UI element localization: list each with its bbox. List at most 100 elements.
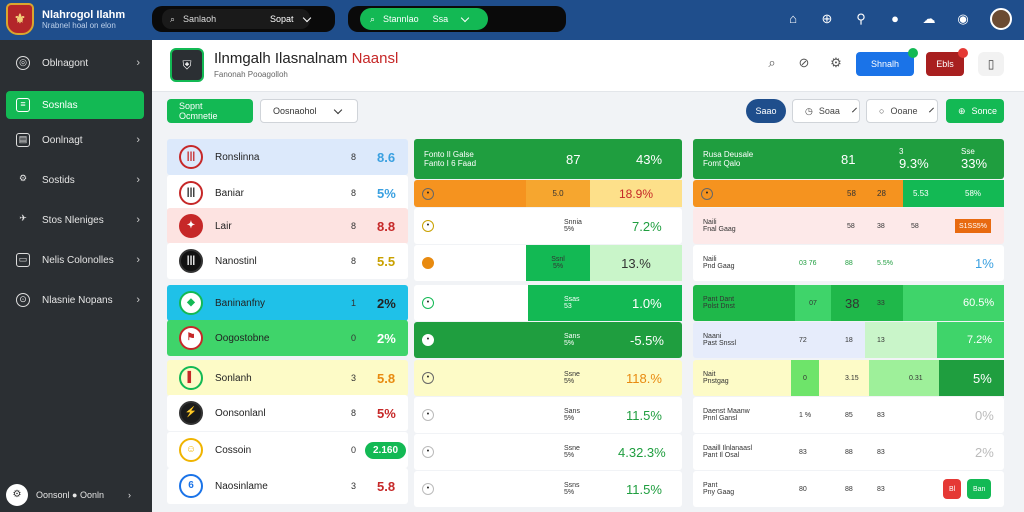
- alert-button[interactable]: Ebls: [926, 48, 968, 76]
- team-badge-icon: ⚡: [179, 401, 203, 425]
- chevron-down-icon: [851, 107, 857, 112]
- team-badge-icon: ☺: [179, 438, 203, 462]
- table-row[interactable]: Pant Dant Polst Dnst 07 38 33 60.5%: [693, 285, 1004, 321]
- search-icon[interactable]: ⌕: [768, 55, 776, 70]
- view-button[interactable]: Saao: [746, 99, 786, 123]
- info-icon[interactable]: ◉: [957, 11, 969, 26]
- search-icon: ⌕: [170, 13, 176, 24]
- list-item[interactable]: ⚑ Oogostobne 0 2%: [167, 320, 408, 356]
- team-badge-icon: |||: [179, 145, 203, 169]
- sidebar-item-target[interactable]: ⊙ Nlasnie Nopans ›: [6, 286, 144, 314]
- zoom-icon[interactable]: ⊘: [798, 55, 810, 70]
- list-item[interactable]: ◆ Baninanfny 1 2%: [167, 285, 408, 321]
- help-icon[interactable]: ⚲: [856, 11, 866, 26]
- table-row[interactable]: • Ssns 5% 11.5%: [414, 471, 682, 507]
- tag-green[interactable]: Ban: [967, 479, 992, 499]
- filter-pill: ⌕ Stannlao Ssa: [348, 6, 566, 32]
- filter-button[interactable]: Sopnt Ocmnetie: [167, 99, 253, 123]
- table-row[interactable]: Naili Pnd Gaag 03 76 88 5.5% 1%: [693, 245, 1004, 281]
- table-row[interactable]: • Ssas 53 1.0%: [414, 285, 682, 321]
- range-dropdown[interactable]: ○ Ooane: [866, 99, 938, 123]
- ball-icon: •: [422, 187, 434, 200]
- main: ⛨ Ilnmgalh Ilasnalnam Naansl Fanonah Poo…: [152, 40, 1024, 512]
- table-row[interactable]: • Sans 5% 11.5%: [414, 397, 682, 433]
- phone-icon[interactable]: ▯: [978, 52, 1004, 76]
- chevron-down-icon: [460, 13, 470, 22]
- page-header: ⛨ Ilnmgalh Ilasnalnam Naansl Fanonah Poo…: [152, 40, 1024, 92]
- sidebar-footer[interactable]: ⚙ Oonsonl ● Oonln ›: [6, 484, 131, 506]
- sidebar-item-overview[interactable]: ◎ Oblnagont ›: [6, 49, 144, 77]
- tag-red[interactable]: Bl: [943, 479, 962, 499]
- plane-icon: ✈: [19, 213, 27, 223]
- sidebar-item-list[interactable]: ▭ Nelis Colonolles ›: [6, 246, 144, 274]
- table-row[interactable]: • 58 28 5.53 58%: [693, 180, 1004, 207]
- right-header: Rusa Deusale Fomt Qalo 81 3 9.3% Sse 33%: [693, 139, 1004, 179]
- sidebar-item-active[interactable]: ≡ Sosnlas: [6, 91, 144, 119]
- sort-dropdown[interactable]: ◷ Soaa: [792, 99, 860, 123]
- table-row[interactable]: • Ssne 5% 118.%: [414, 360, 682, 396]
- table-icon: ▤: [16, 133, 30, 147]
- target-icon: ⊙: [16, 293, 30, 307]
- apply-button[interactable]: ⊕ Sonce: [946, 99, 1004, 123]
- top-bar: ⚜ Nlahrogol Ilahm Nrabnel hoal on elon ⌕…: [0, 0, 1024, 40]
- plus-icon[interactable]: ⊕: [821, 11, 833, 26]
- search-input[interactable]: ⌕ Sanlaoh: [162, 9, 310, 29]
- home-icon[interactable]: ⌂: [789, 11, 797, 26]
- list-item[interactable]: ||| Nanostinl 8 5.5: [167, 243, 408, 279]
- avatar[interactable]: [990, 8, 1012, 30]
- ball-icon: •: [422, 297, 434, 309]
- filter-dropdown[interactable]: Oosnaohol: [260, 99, 358, 123]
- gear-icon[interactable]: ⚙: [830, 55, 842, 70]
- list-item[interactable]: ||| Ronslinna 8 8.6: [167, 139, 408, 175]
- table-row[interactable]: Daaill Ilnlanaasl Pant Il Osal 83 88 83 2…: [693, 434, 1004, 470]
- table-row[interactable]: Nait Pnstgag 0 3.15 0.31 5%: [693, 360, 1004, 396]
- grid-icon: ≡: [16, 98, 30, 112]
- page-subtitle: Fanonah Pooagolloh: [214, 70, 288, 79]
- cloud-icon[interactable]: ☁: [922, 11, 936, 26]
- ball-icon: •: [422, 446, 434, 458]
- table-row[interactable]: Naani Past Snssl 72 18 13 7.2%: [693, 322, 1004, 358]
- list-item[interactable]: 6 Naosinlame 3 5.8: [167, 468, 408, 504]
- search-pill: ⌕ Sanlaoh Sopat: [152, 6, 335, 32]
- list-item[interactable]: ▌ Sonlanh 3 5.8: [167, 360, 408, 396]
- circle-icon: ○: [879, 106, 885, 116]
- mid-header: Fonto Il Galse Fanto I 6 Faad 87 43%: [414, 139, 682, 179]
- table-row[interactable]: • Snnia 5% 7.2%: [414, 208, 682, 244]
- page-title: Ilnmgalh Ilasnalnam Naansl: [214, 50, 399, 67]
- sort-select[interactable]: Sopat: [270, 6, 311, 32]
- ball-icon: •: [422, 483, 434, 495]
- ball-icon: •: [422, 409, 434, 421]
- team-badge-icon: ⚑: [179, 326, 203, 350]
- team-badge-icon: ◆: [179, 291, 203, 315]
- search-icon: ⌕: [370, 13, 376, 24]
- settings-icon: ⚙: [6, 484, 28, 506]
- app-subtitle: Nrabnel hoal on elon: [42, 20, 116, 30]
- brand[interactable]: ⚜ Nlahrogol Ilahm Nrabnel hoal on elon: [6, 3, 125, 35]
- filter-toggle[interactable]: ⌕ Stannlao Ssa: [360, 8, 488, 30]
- team-logo-icon: ⛨: [170, 48, 204, 82]
- share-button[interactable]: Shnalh: [856, 48, 918, 76]
- list-item[interactable]: ☺ Cossoin 0 2.160: [167, 432, 408, 468]
- ball-icon: •: [422, 220, 434, 232]
- list-item[interactable]: ||| Baniar 8 5%: [167, 175, 408, 211]
- list-item[interactable]: ✦ Lair 8 8.8: [167, 208, 408, 244]
- chevron-down-icon: [333, 105, 342, 114]
- chat-icon[interactable]: ●: [891, 11, 899, 26]
- sidebar-item-table[interactable]: ▤ Oonlnagt ›: [6, 126, 144, 154]
- table-row[interactable]: Naili Fnal Gaag 58 38 58 S1SS5%: [693, 208, 1004, 244]
- table-row[interactable]: Ssnl 5% 13.%: [414, 245, 682, 281]
- team-badge-icon: ✦: [179, 214, 203, 238]
- sidebar-item-flights[interactable]: ✈ Stos Nleniges ›: [6, 206, 144, 234]
- team-badge-icon: |||: [179, 181, 203, 205]
- table-row[interactable]: • 5.0 18.9%: [414, 180, 682, 207]
- sidebar-item-search[interactable]: ⚙ Sostids ›: [6, 166, 144, 194]
- search-icon: ⚙: [18, 173, 28, 183]
- value-badge[interactable]: 2.160: [365, 441, 407, 459]
- table-row[interactable]: • Ssne 5% 4.32.3%: [414, 434, 682, 470]
- table-row[interactable]: Pant Pny Gaag 80 88 83 Bl Ban: [693, 471, 1004, 507]
- app-name: Nlahrogol Ilahm: [42, 8, 126, 21]
- list-item[interactable]: ⚡ Oonsonlanl 8 5%: [167, 395, 408, 431]
- team-badge-icon: ▌: [179, 366, 203, 390]
- table-row[interactable]: Daenst Maanw Pnnl Gansl 1 % 85 83 0%: [693, 397, 1004, 433]
- table-row[interactable]: • Sans 5% -5.5%: [414, 322, 682, 358]
